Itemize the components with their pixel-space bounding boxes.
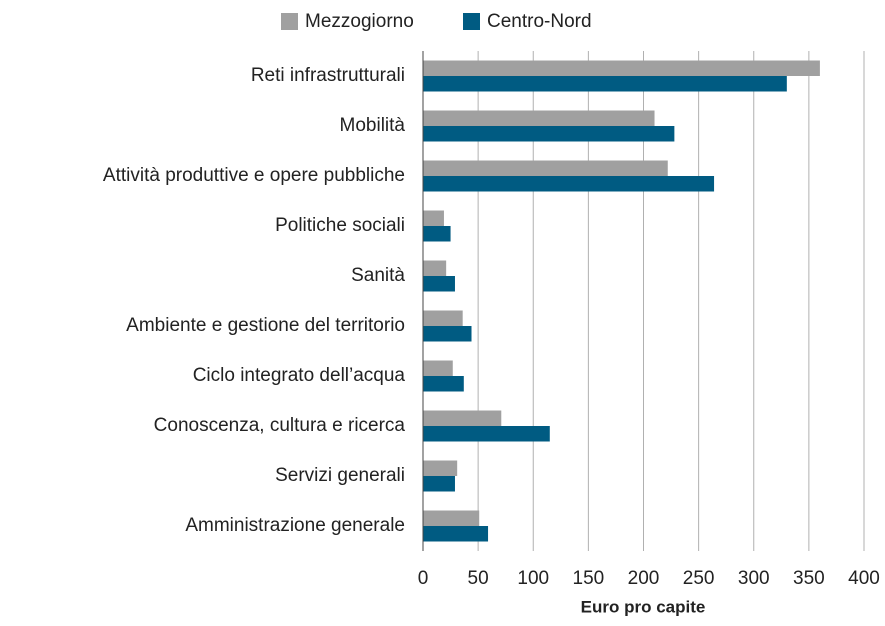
- bar: [423, 326, 472, 342]
- legend-label: Centro-Nord: [487, 11, 592, 32]
- bar: [423, 226, 451, 242]
- bar: [423, 210, 444, 226]
- y-tick-label: Sanità: [351, 265, 405, 286]
- bar: [423, 510, 480, 526]
- x-tick-label: 0: [418, 568, 429, 589]
- bar: [423, 410, 502, 426]
- y-tick-label: Conoscenza, cultura e ricerca: [154, 415, 406, 436]
- x-tick-label: 400: [848, 568, 880, 589]
- bar: [423, 310, 463, 326]
- y-tick-label: Servizi generali: [275, 465, 405, 486]
- bar: [423, 526, 489, 542]
- x-tick-label: 50: [468, 568, 489, 589]
- bar: [423, 76, 787, 92]
- y-tick-label: Attività produttive e opere pubbliche: [103, 165, 405, 186]
- y-tick-label: Ambiente e gestione del territorio: [126, 315, 405, 336]
- x-tick-label: 350: [793, 568, 825, 589]
- legend-label: Mezzogiorno: [305, 11, 414, 32]
- y-tick-label: Politiche sociali: [275, 215, 405, 236]
- bar: [423, 110, 655, 126]
- bar: [423, 60, 820, 76]
- x-tick-label: 200: [628, 568, 660, 589]
- bar: [423, 376, 464, 392]
- bar: [423, 160, 668, 176]
- bar: [423, 276, 455, 292]
- y-tick-label: Mobilità: [340, 115, 406, 136]
- bar: [423, 460, 458, 476]
- x-tick-label: 100: [517, 568, 549, 589]
- bar: [423, 360, 453, 376]
- y-tick-label: Reti infrastrutturali: [251, 65, 405, 86]
- x-tick-label: 150: [573, 568, 605, 589]
- bar: [423, 260, 447, 276]
- legend-swatch: [463, 13, 480, 30]
- bar: [423, 126, 675, 142]
- y-tick-label: Amministrazione generale: [185, 515, 405, 536]
- bar: [423, 426, 550, 442]
- x-tick-label: 250: [683, 568, 715, 589]
- x-tick-label: 300: [738, 568, 770, 589]
- y-tick-label: Ciclo integrato dell’acqua: [193, 365, 406, 386]
- bar: [423, 476, 455, 492]
- bar: [423, 176, 715, 192]
- x-axis-label: Euro pro capite: [581, 597, 706, 616]
- legend-swatch: [281, 13, 298, 30]
